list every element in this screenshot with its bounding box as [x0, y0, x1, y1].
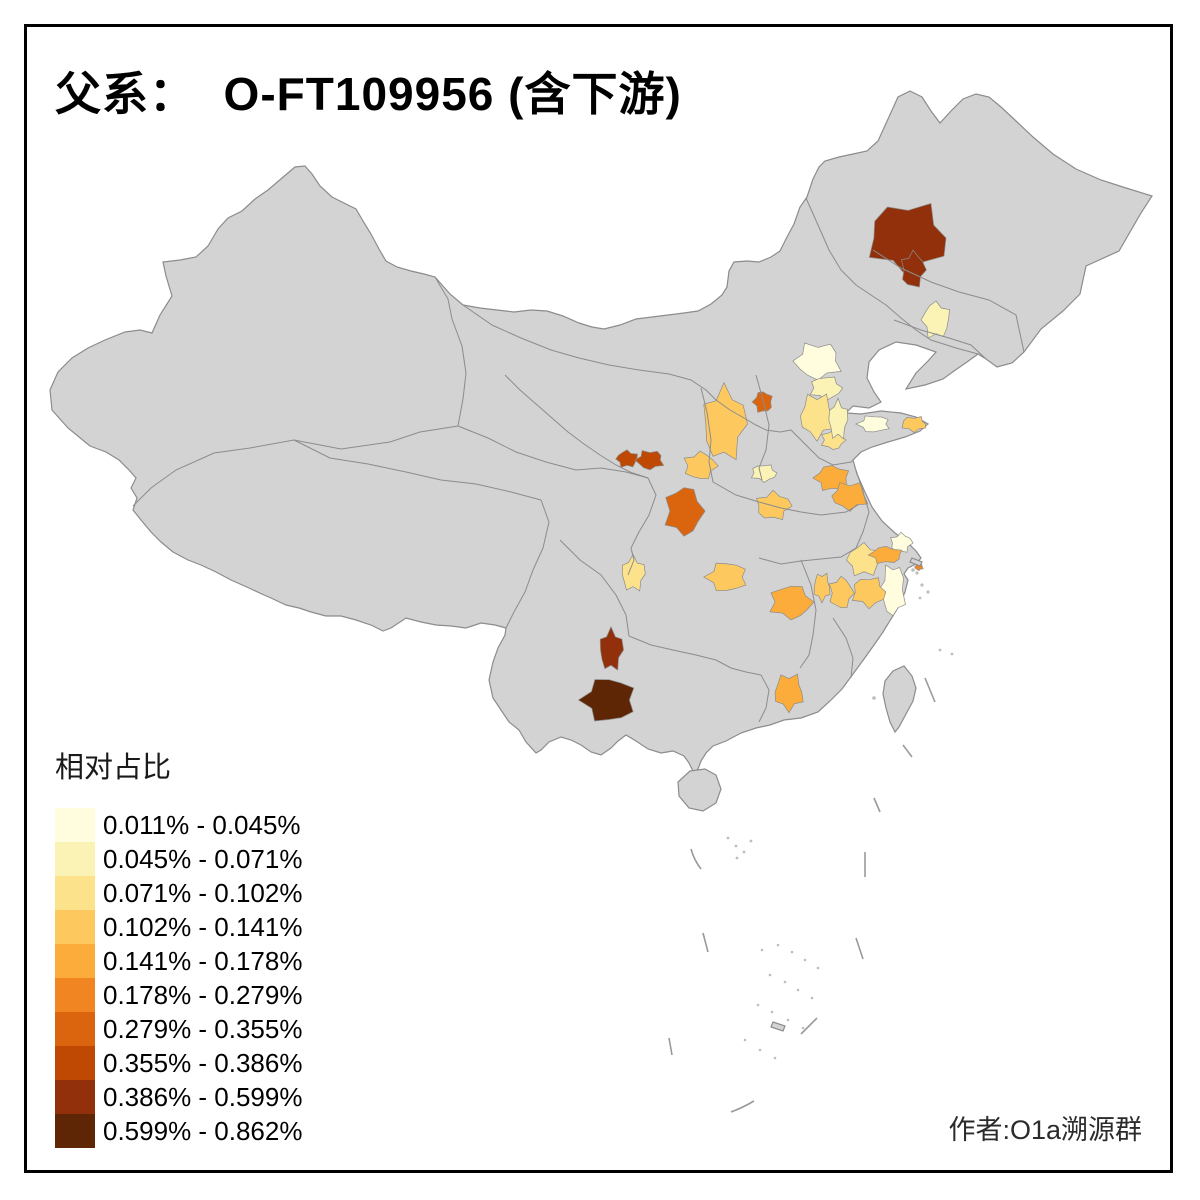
map-region-bin-9: [900, 249, 927, 288]
legend-item: 0.279% - 0.355%: [55, 1012, 302, 1046]
map-region-bin-8: [634, 450, 665, 471]
legend-swatch: [55, 808, 95, 842]
legend-label: 0.045% - 0.071%: [103, 844, 303, 874]
map-region-bin-9: [599, 625, 624, 671]
legend-swatch: [55, 978, 95, 1012]
map-region-bin-3: [621, 553, 646, 592]
legend: 相对占比 0.011% - 0.045% 0.045% - 0.071% 0.071…: [55, 744, 302, 1148]
legend-label: 0.599% - 0.862%: [103, 1116, 303, 1146]
map-region-bin-3: [800, 393, 835, 442]
map-region-bin-4: [828, 575, 855, 609]
map-region-bin-4: [703, 562, 747, 592]
map-region-bin-7: [751, 391, 773, 413]
legend-item: 0.141% - 0.178%: [55, 944, 302, 978]
legend-item: 0.102% - 0.141%: [55, 910, 302, 944]
map-region-bin-5: [774, 673, 804, 714]
legend-item: 0.599% - 0.862%: [55, 1114, 302, 1148]
legend-item: 0.011% - 0.045%: [55, 808, 302, 842]
map-region-bin-4: [901, 416, 927, 433]
map-region-bin-4: [851, 577, 887, 610]
hainan-island: [677, 768, 722, 812]
legend-swatch: [55, 910, 95, 944]
legend-item: 0.386% - 0.599%: [55, 1080, 302, 1114]
legend-item: 0.071% - 0.102%: [55, 876, 302, 910]
map-region-bin-5: [867, 546, 903, 564]
map-region-bin-2: [828, 397, 849, 440]
map-region-bin-7: [664, 487, 706, 537]
legend-title: 相对占比: [55, 752, 172, 784]
legend-swatch: [55, 876, 95, 910]
legend-label: 0.141% - 0.178%: [103, 946, 303, 976]
legend-swatch: [55, 944, 95, 978]
legend-label: 0.102% - 0.141%: [103, 912, 303, 942]
map-region-bin-8: [615, 449, 639, 468]
map-region-bin-5: [769, 585, 815, 621]
attribution-text: 作者:O1a溯源群: [948, 1115, 1142, 1145]
map-region-bin-10: [577, 679, 635, 722]
legend-item: 0.355% - 0.386%: [55, 1046, 302, 1080]
choropleth-regions: [577, 202, 951, 722]
legend-swatch: [55, 1046, 95, 1080]
chongming-island: [909, 557, 923, 567]
legend-swatch: [55, 1080, 95, 1114]
province-borders: [132, 197, 1025, 723]
map-region-bin-4: [813, 572, 831, 604]
legend-rows: 0.011% - 0.045% 0.045% - 0.071% 0.071% - 0…: [55, 808, 302, 1148]
legend-label: 0.355% - 0.386%: [103, 1048, 303, 1078]
legend-swatch: [55, 1012, 95, 1046]
page-title: 父系： O-FT109956 (含下游): [55, 68, 682, 120]
legend-label: 0.279% - 0.355%: [103, 1014, 303, 1044]
legend-label: 0.071% - 0.102%: [103, 878, 303, 908]
map-region-bin-1: [854, 415, 890, 433]
map-region-bin-4: [756, 489, 793, 521]
map-region-bin-9: [868, 202, 947, 279]
map-region-bin-2: [809, 376, 844, 402]
legend-label: 0.011% - 0.045%: [103, 810, 301, 840]
legend-label: 0.386% - 0.599%: [103, 1082, 303, 1112]
map-region-bin-1: [890, 531, 914, 553]
legend-swatch: [55, 1114, 95, 1148]
legend-item: 0.045% - 0.071%: [55, 842, 302, 876]
legend-label: 0.178% - 0.279%: [103, 980, 303, 1010]
taiwan-island: [882, 665, 917, 734]
legend-swatch: [55, 842, 95, 876]
sea-islets-and-dashes: [668, 568, 954, 1113]
map-region-bin-2: [750, 464, 778, 483]
map-region-bin-3: [846, 542, 882, 577]
map-region-bin-4: [703, 381, 748, 461]
map-region-bin-1: [792, 342, 842, 381]
legend-item: 0.178% - 0.279%: [55, 978, 302, 1012]
